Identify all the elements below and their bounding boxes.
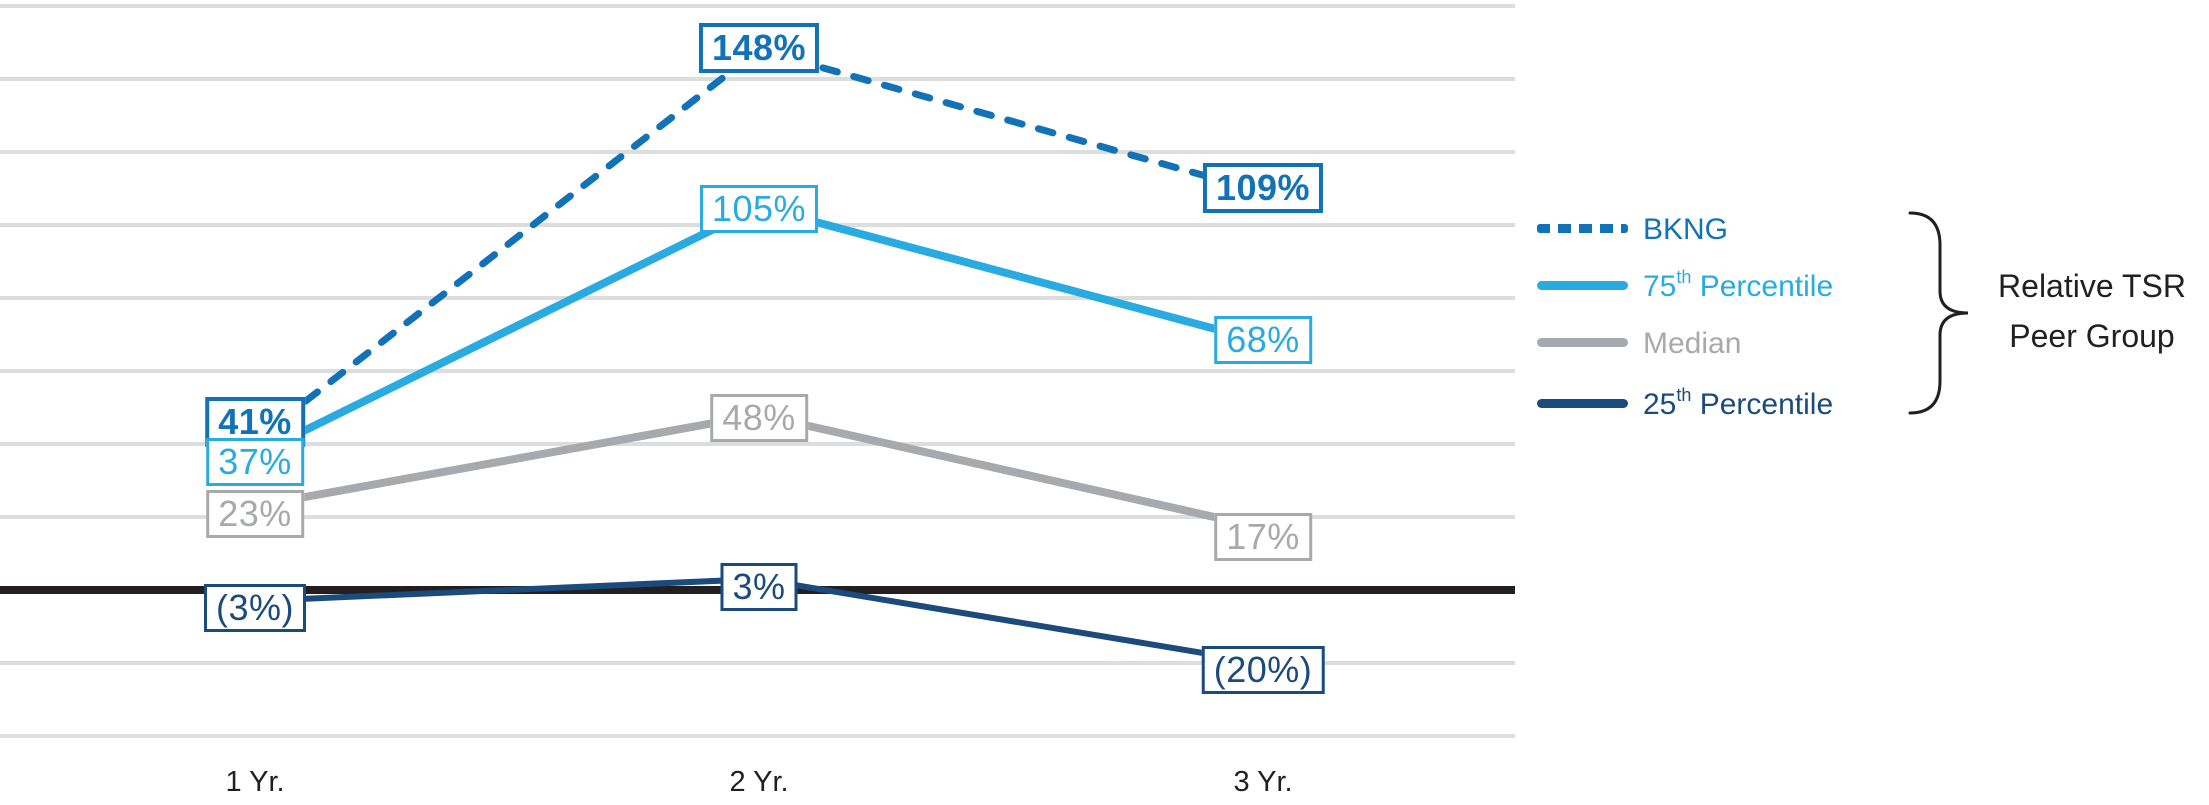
legend-label-bkng: BKNG [1643, 212, 1729, 246]
data-label-bkng-2-yr-: 148% [698, 22, 820, 73]
75th-percentile-line-swatch [1537, 280, 1628, 290]
curly-brace [1908, 211, 1969, 415]
legend-label-75th-percentile: 75th Percentile [1643, 266, 1834, 303]
x-axis-label-3: 3 Yr. [1233, 766, 1293, 798]
median-line-swatch [1537, 337, 1628, 347]
relative-tsr-peer-group-label: Relative TSR Peer Group [1978, 261, 2206, 361]
data-label-75th-percentile-2-yr-: 105% [699, 184, 819, 233]
data-label-75th-percentile-1-yr-: 37% [206, 437, 304, 486]
25th-percentile-line-swatch [1537, 398, 1628, 408]
data-label-bkng-3-yr-: 109% [1202, 163, 1324, 214]
data-label-25th-percentile-3-yr-: (20%) [1201, 646, 1325, 694]
legend-item-75th-percentile: 75th Percentile [1537, 263, 1833, 307]
data-label-75th-percentile-3-yr-: 68% [1214, 315, 1312, 364]
data-label-median-3-yr-: 17% [1214, 512, 1312, 561]
data-label-median-1-yr-: 23% [206, 490, 304, 539]
data-label-25th-percentile-1-yr-: (3%) [203, 583, 307, 632]
bkng-dashed-line-swatch [1537, 223, 1628, 233]
legend-item-median: Median [1537, 320, 1741, 364]
data-label-median-2-yr-: 48% [710, 393, 808, 442]
x-axis-label-2: 2 Yr. [729, 766, 789, 798]
group-label-line1: Relative TSR [1998, 268, 2186, 304]
legend-item-bkng: BKNG [1537, 206, 1728, 250]
x-axis-label-1: 1 Yr. [225, 766, 285, 798]
legend-label-25th-percentile: 25th Percentile [1643, 384, 1834, 421]
legend-item-25th-percentile: 25th Percentile [1537, 381, 1833, 425]
data-label-25th-percentile-2-yr-: 3% [720, 563, 798, 612]
legend-label-median: Median [1643, 326, 1742, 360]
group-label-line2: Peer Group [2009, 318, 2175, 354]
